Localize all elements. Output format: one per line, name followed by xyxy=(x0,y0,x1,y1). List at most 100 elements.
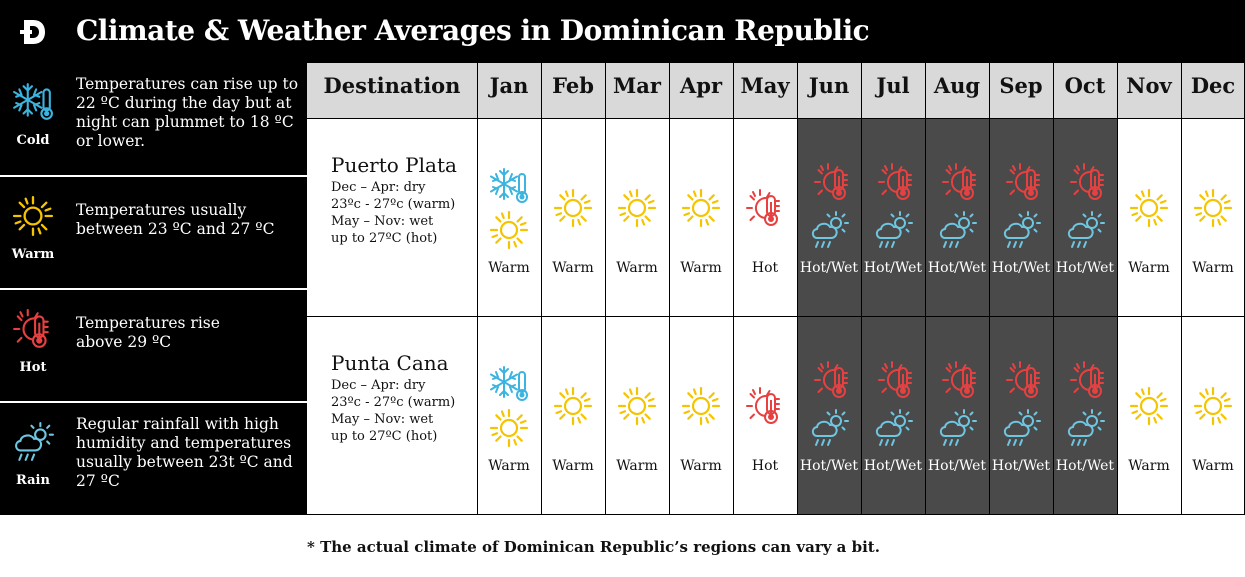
rain-icon xyxy=(811,409,849,446)
hot-icon xyxy=(942,163,976,200)
legend-description-line: or lower. xyxy=(76,132,146,150)
header-month-aug: Aug xyxy=(933,73,981,98)
legend-name: Rain xyxy=(16,473,50,488)
month-cell: Hot/Wet xyxy=(989,316,1053,514)
month-cell: Hot/Wet xyxy=(925,118,989,316)
destination-detail: Dec – Apr: dry xyxy=(331,180,426,195)
header-month-jan: Jan xyxy=(489,73,529,98)
month-cell: Hot/Wet xyxy=(797,118,861,316)
hot-icon xyxy=(814,163,848,200)
month-cell: Hot/Wet xyxy=(1053,118,1117,316)
legend-description: Temperatures usually between 23 ºC and 27… xyxy=(76,201,302,239)
month-cell-label: Warm xyxy=(488,260,530,276)
month-cell-label: Warm xyxy=(1192,260,1234,276)
legend-description-line: above 29 ºC xyxy=(76,333,172,351)
table-column-rule xyxy=(989,63,990,515)
legend-separator xyxy=(0,401,307,403)
sun-icon xyxy=(1129,386,1169,426)
header-month-apr: Apr xyxy=(679,73,723,98)
month-cell-label: Hot/Wet xyxy=(991,458,1051,474)
month-cell-label: Hot xyxy=(751,458,779,474)
month-cell-label: Warm xyxy=(616,458,658,474)
legend-name: Hot xyxy=(19,360,47,375)
rain-icon xyxy=(811,211,849,248)
month-cell-label: Warm xyxy=(616,260,658,276)
destination-detail: Dec – Apr: dry xyxy=(331,378,426,393)
table-header xyxy=(307,63,1245,118)
sun-icon xyxy=(553,188,593,228)
legend-item-hot: Hot Temperatures rise above 29 ºC xyxy=(0,290,307,403)
destination-detail: May – Nov: wet xyxy=(331,412,434,427)
hot-icon xyxy=(878,163,912,200)
month-cell: Warm xyxy=(605,316,669,514)
month-cell: Warm xyxy=(1181,316,1245,514)
legend-description-line: night can plummet to 18 ºC xyxy=(76,113,294,131)
header-month-mar: Mar xyxy=(613,73,661,98)
sun-icon xyxy=(1193,386,1233,426)
footnote: * The actual climate of Dominican Republ… xyxy=(307,538,880,556)
month-cell: Warm xyxy=(541,316,605,514)
hot-icon xyxy=(13,309,49,348)
legend-separator xyxy=(0,288,307,290)
rain-icon xyxy=(939,211,977,248)
table-rule xyxy=(307,316,1245,317)
month-cell-label: Warm xyxy=(680,260,722,276)
table-column-rule xyxy=(733,63,734,515)
legend-description: Temperatures can rise up to 22 ºC during … xyxy=(76,75,302,151)
month-cell: Warm xyxy=(669,118,733,316)
month-cell: Hot/Wet xyxy=(989,118,1053,316)
legend-description-line: usually between 23t ºC and xyxy=(76,453,293,471)
month-cell: Hot/Wet xyxy=(861,316,925,514)
month-cell-label: Hot/Wet xyxy=(799,260,859,276)
month-cell-label: Hot/Wet xyxy=(927,260,987,276)
rain-icon xyxy=(1003,211,1041,248)
month-cell-label: Hot/Wet xyxy=(863,260,923,276)
table-rule xyxy=(307,514,1245,515)
header-month-jul: Jul xyxy=(876,73,910,98)
month-cell: Hot/Wet xyxy=(1053,316,1117,514)
month-cell-label: Warm xyxy=(680,458,722,474)
month-cell: Hot/Wet xyxy=(861,118,925,316)
table-column-rule xyxy=(1053,63,1054,515)
month-cell: Warm xyxy=(477,316,541,514)
logo-icon xyxy=(20,20,45,44)
legend-name: Cold xyxy=(16,133,50,148)
rain-icon xyxy=(875,211,913,248)
rain-icon xyxy=(1067,211,1105,248)
table-column-rule xyxy=(861,63,862,515)
table-column-rule xyxy=(541,63,542,515)
month-cell-label: Warm xyxy=(1128,458,1170,474)
rain-icon xyxy=(939,409,977,446)
month-cell-label: Hot/Wet xyxy=(863,458,923,474)
sun-icon xyxy=(12,195,54,237)
month-cell-label: Warm xyxy=(488,458,530,474)
rain-icon xyxy=(1003,409,1041,446)
header-month-oct: Oct xyxy=(1064,73,1106,98)
month-cell-label: Warm xyxy=(552,260,594,276)
month-cell: Warm xyxy=(477,118,541,316)
sun-icon xyxy=(1129,188,1169,228)
legend-description-line: Regular rainfall with high xyxy=(76,415,279,433)
month-cell-label: Hot/Wet xyxy=(927,458,987,474)
month-cell: Warm xyxy=(1117,118,1181,316)
table-column-rule xyxy=(797,63,798,515)
climate-table: Destination Jan Feb Mar Apr May Jun Jul Aug Sep Oc… xyxy=(307,63,1245,515)
hot-icon xyxy=(878,361,912,398)
legend-item-cold: Cold Temperatures can rise up to 22 ºC dur… xyxy=(0,63,307,176)
month-cell: Warm xyxy=(1117,316,1181,514)
month-cell-label: Warm xyxy=(1192,458,1234,474)
sun-icon xyxy=(489,210,529,250)
header-month-feb: Feb xyxy=(552,73,594,98)
header-month-dec: Dec xyxy=(1190,73,1236,98)
legend-description: Temperatures rise above 29 ºC xyxy=(76,314,302,352)
table-column-rule xyxy=(925,63,926,515)
sun-icon xyxy=(617,386,657,426)
sun-icon xyxy=(681,386,721,426)
legend-item-warm: Warm Temperatures usually between 23 ºC an… xyxy=(0,177,307,290)
legend-name: Warm xyxy=(11,247,55,262)
sun-icon xyxy=(489,408,529,448)
sun-icon xyxy=(681,188,721,228)
header-month-may: May xyxy=(740,73,790,98)
month-cell-label: Hot/Wet xyxy=(1055,458,1115,474)
legend-description-line: humidity and temperatures xyxy=(76,434,292,452)
